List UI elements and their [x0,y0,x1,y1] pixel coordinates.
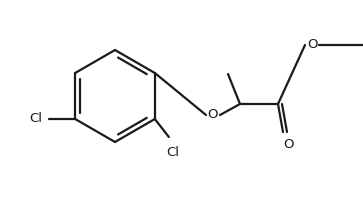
Text: O: O [307,38,317,52]
Text: Cl: Cl [29,112,42,126]
Text: Cl: Cl [166,146,179,159]
Text: O: O [283,138,293,151]
Text: O: O [208,108,218,122]
